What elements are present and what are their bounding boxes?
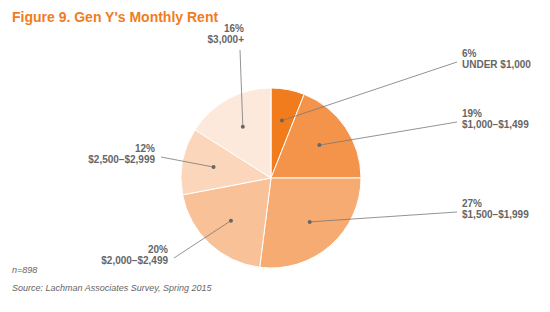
leader-dot xyxy=(229,219,233,223)
pie-slice xyxy=(271,94,361,178)
category-label: $2,000–$2,499 xyxy=(101,255,168,266)
data-label: 19% xyxy=(462,108,482,119)
data-label: 16% xyxy=(224,23,244,34)
data-label: 20% xyxy=(148,244,168,255)
leader-line xyxy=(319,122,457,145)
data-labels: 6%UNDER $1,000 19%$1,000–$1,499 27%$1,500–… xyxy=(88,23,531,266)
leader-line xyxy=(282,62,457,121)
leader-dot xyxy=(308,220,312,224)
category-label: $1,500–$1,999 xyxy=(462,209,529,220)
chart-svg: Figure 9. Gen Y's Monthly Rent n=898 Sourc… xyxy=(0,0,550,312)
leader-line xyxy=(240,50,243,127)
category-label: $1,000–$1,499 xyxy=(462,119,529,130)
category-label: $3,000+ xyxy=(208,34,245,45)
annotation: Source: Lachman Associates Survey, Sprin… xyxy=(12,283,213,293)
leader-line xyxy=(310,212,457,222)
pie xyxy=(181,88,361,268)
pie-slice xyxy=(260,178,361,268)
leader-line xyxy=(161,157,214,167)
leader-dot xyxy=(241,125,245,129)
leader-dot xyxy=(280,119,284,123)
leader-dot xyxy=(212,165,216,169)
data-label: 6% xyxy=(462,48,477,59)
category-label: UNDER $1,000 xyxy=(462,59,531,70)
leader-dot xyxy=(317,143,321,147)
category-label: $2,500–$2,999 xyxy=(88,154,155,165)
chart-container: Figure 9. Gen Y's Monthly Rent n=898 Sourc… xyxy=(0,0,550,312)
data-label: 12% xyxy=(135,143,155,154)
annotation: n=898 xyxy=(12,265,37,275)
pie-slice xyxy=(195,88,271,178)
leader-line xyxy=(174,221,231,258)
chart-title: Figure 9. Gen Y's Monthly Rent xyxy=(12,9,218,25)
data-label: 27% xyxy=(462,198,482,209)
